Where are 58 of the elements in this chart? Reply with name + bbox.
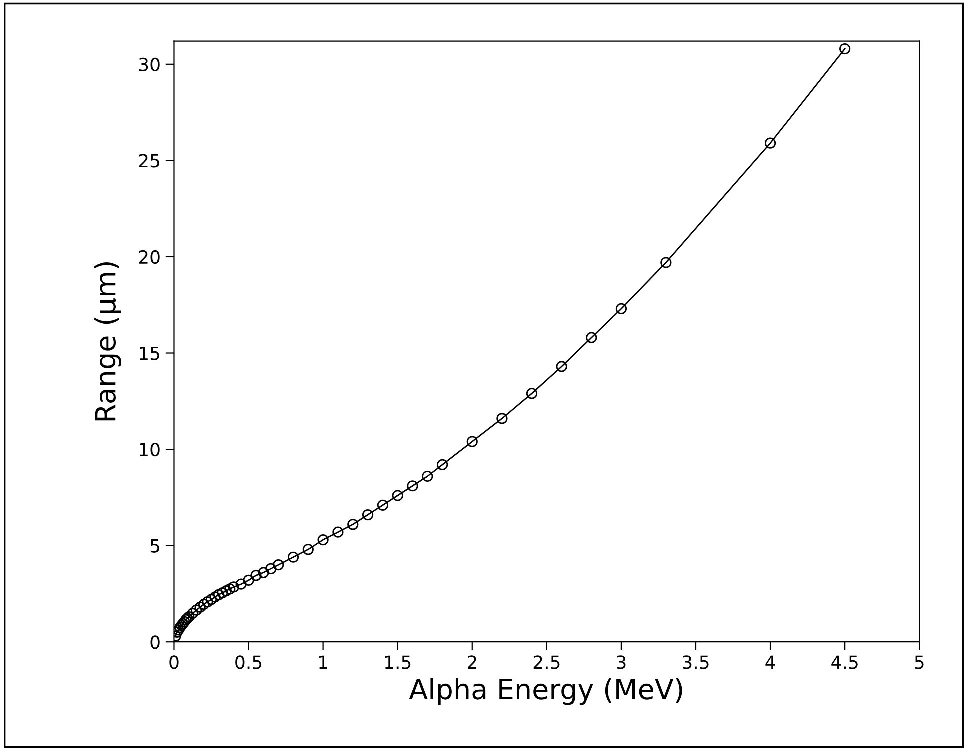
y-tick-label: 10 xyxy=(140,443,160,457)
x-tick-label: 2.5 xyxy=(534,656,560,670)
x-tick-label: 5 xyxy=(915,656,924,670)
y-axis-title: Range (μm) xyxy=(94,262,122,421)
point xyxy=(362,509,374,521)
point xyxy=(194,602,206,613)
point xyxy=(422,470,434,482)
point xyxy=(466,436,478,448)
point xyxy=(586,332,598,344)
x-tick-label: 3 xyxy=(617,656,626,670)
point xyxy=(213,589,225,600)
point xyxy=(202,596,214,608)
point xyxy=(377,500,388,511)
x-tick-label: 2 xyxy=(468,656,476,670)
point xyxy=(250,570,262,582)
point xyxy=(526,388,538,400)
point xyxy=(556,361,568,372)
point xyxy=(764,138,776,149)
point xyxy=(187,608,198,620)
point xyxy=(302,544,314,556)
point xyxy=(266,563,277,574)
point xyxy=(258,567,270,578)
point xyxy=(198,599,210,610)
point xyxy=(660,257,672,268)
point xyxy=(437,459,448,470)
point xyxy=(332,526,344,538)
point xyxy=(191,604,202,616)
y-tick-label: 5 xyxy=(150,540,160,553)
point xyxy=(407,480,418,492)
x-axis-title: Alpha Energy (MeV) xyxy=(409,678,682,706)
y-tick-label: 0 xyxy=(150,636,160,650)
x-tick-label: 0.5 xyxy=(236,656,262,670)
point xyxy=(210,592,221,603)
y-tick-label: 15 xyxy=(140,346,160,360)
point xyxy=(217,587,228,599)
point xyxy=(392,490,404,502)
y-tick-label: 25 xyxy=(139,154,160,168)
point xyxy=(273,560,284,571)
point xyxy=(348,519,359,530)
point xyxy=(496,413,508,424)
point xyxy=(243,574,254,586)
point xyxy=(318,534,329,546)
x-tick-label: 4 xyxy=(766,656,776,670)
x-tick-label: 4.5 xyxy=(832,656,858,670)
point xyxy=(228,582,240,593)
point xyxy=(288,552,300,563)
x-tick-label: 1.5 xyxy=(385,656,411,670)
point xyxy=(206,594,218,606)
point xyxy=(236,578,247,590)
point xyxy=(224,584,236,595)
x-tick-label: 3.5 xyxy=(683,656,709,670)
point xyxy=(220,586,232,597)
x-tick-label: 1 xyxy=(320,656,328,670)
y-tick-label: 30 xyxy=(139,58,160,72)
point xyxy=(840,43,851,55)
point xyxy=(616,303,628,315)
x-tick-label: 0 xyxy=(170,656,179,670)
y-tick-label: 20 xyxy=(139,250,160,264)
